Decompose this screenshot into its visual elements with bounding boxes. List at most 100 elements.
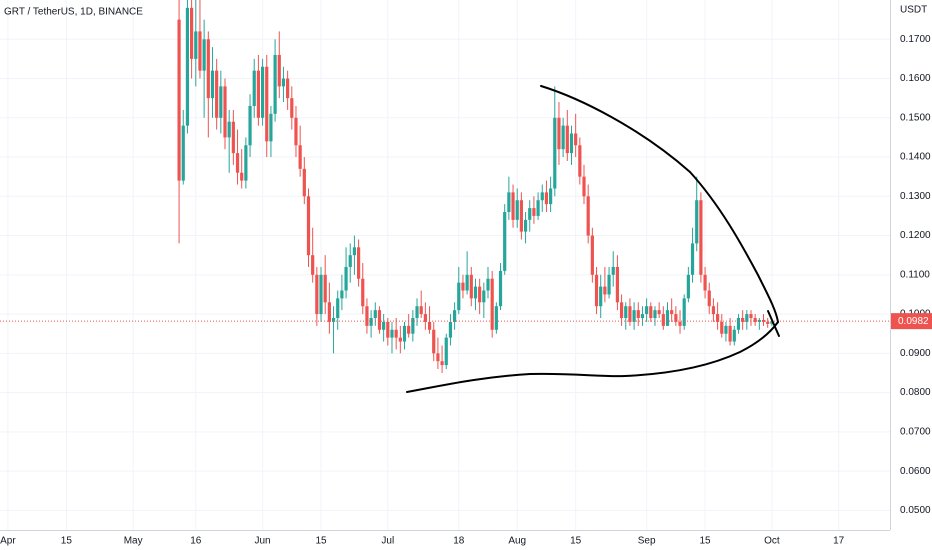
x-tick-label: 18 [453, 536, 465, 547]
candle-body [741, 318, 745, 322]
candle-body [557, 117, 561, 150]
candle-body [670, 310, 674, 315]
candle-body [453, 310, 457, 322]
candle-body [190, 7, 194, 59]
candle-body [707, 290, 711, 307]
candle-body [586, 196, 590, 236]
candle-body [469, 274, 473, 299]
candle-body [486, 278, 490, 291]
candle-body [574, 133, 578, 146]
candle-body [323, 274, 327, 303]
candle-body [206, 39, 210, 99]
candle-body [632, 310, 636, 322]
last-price-label: 0.0982 [898, 316, 929, 327]
candle-body [569, 133, 574, 154]
candle-body [198, 31, 202, 71]
candle-body [277, 54, 281, 87]
candle-body [770, 321, 774, 324]
candle-body [223, 86, 227, 138]
candle-body [640, 314, 645, 318]
candle-body [745, 314, 749, 322]
candle-body [703, 274, 707, 291]
candle-body [511, 192, 515, 220]
candle-body [352, 247, 357, 256]
candle-body [678, 321, 682, 326]
candle-body [315, 274, 319, 315]
candle-body [402, 325, 407, 342]
y-tick-label: 0.1100 [900, 269, 930, 280]
candle-body [695, 200, 699, 244]
x-tick-label: 15 [570, 536, 582, 547]
candle-body [269, 113, 273, 142]
candle-body [473, 286, 478, 299]
candle-body [210, 70, 215, 99]
x-tick-label: Apr [0, 536, 16, 547]
y-tick-label: 0.0600 [900, 466, 931, 477]
chart-title: GRT / TetherUS, 1D, BINANCE [4, 7, 143, 18]
candle-body [732, 329, 736, 342]
candle-body [461, 282, 465, 291]
candle-body [181, 125, 185, 181]
candle-body [665, 310, 670, 326]
candle-body [394, 329, 398, 338]
candle-body [544, 192, 549, 205]
candle-body [298, 145, 302, 169]
candle-body [252, 70, 256, 106]
candle-body [377, 310, 382, 330]
candle-body [736, 318, 741, 330]
candle-body [336, 298, 340, 318]
x-tick-label: Sep [638, 536, 656, 547]
candle-body [244, 145, 248, 181]
candle-body [599, 286, 603, 307]
candle-body [311, 255, 315, 275]
candle-body [674, 314, 678, 322]
candle-body [661, 314, 665, 326]
y-tick-label: 0.0800 [900, 387, 931, 398]
candle-body [231, 121, 235, 154]
candle-body [532, 208, 536, 216]
candle-body [653, 310, 657, 318]
candle-body [331, 318, 336, 322]
candle-body [465, 274, 469, 291]
candle-body [390, 329, 394, 338]
candle-body [448, 321, 453, 338]
candle-body [436, 353, 440, 362]
candle-body [540, 192, 544, 201]
x-tick-label: Oct [764, 536, 780, 547]
candle-body [753, 318, 757, 322]
candle-body [582, 176, 586, 197]
candle-body [227, 121, 231, 138]
candle-body [260, 66, 265, 118]
candle-body [411, 318, 415, 334]
candle-body [302, 168, 306, 197]
y-tick-label: 0.1200 [900, 230, 931, 241]
candle-body [327, 302, 331, 322]
candle-body [348, 255, 352, 267]
candle-body [373, 310, 377, 318]
candle-body [398, 337, 402, 342]
candle-body [523, 219, 528, 232]
y-tick-label: 0.0700 [900, 426, 931, 437]
candle-body [235, 153, 240, 173]
y-tick-label: 0.0900 [900, 348, 931, 359]
candle-body [281, 78, 286, 87]
candle-body [720, 321, 724, 334]
candle-body [415, 306, 419, 318]
candle-body [365, 306, 369, 326]
candle-body [386, 321, 390, 338]
candle-body [498, 270, 503, 307]
candle-body [728, 325, 732, 342]
candle-body [382, 321, 386, 330]
candle-body [594, 274, 599, 307]
candle-body [711, 306, 716, 315]
candle-body [715, 314, 720, 322]
candle-body [294, 117, 298, 146]
candle-body [240, 172, 244, 181]
candle-body [686, 274, 690, 299]
candle-body [690, 243, 695, 275]
candle-body [419, 306, 423, 315]
candle-body [444, 337, 448, 366]
candle-body [607, 274, 611, 295]
candle-body [503, 212, 507, 271]
currency-label: USDT [900, 5, 927, 16]
